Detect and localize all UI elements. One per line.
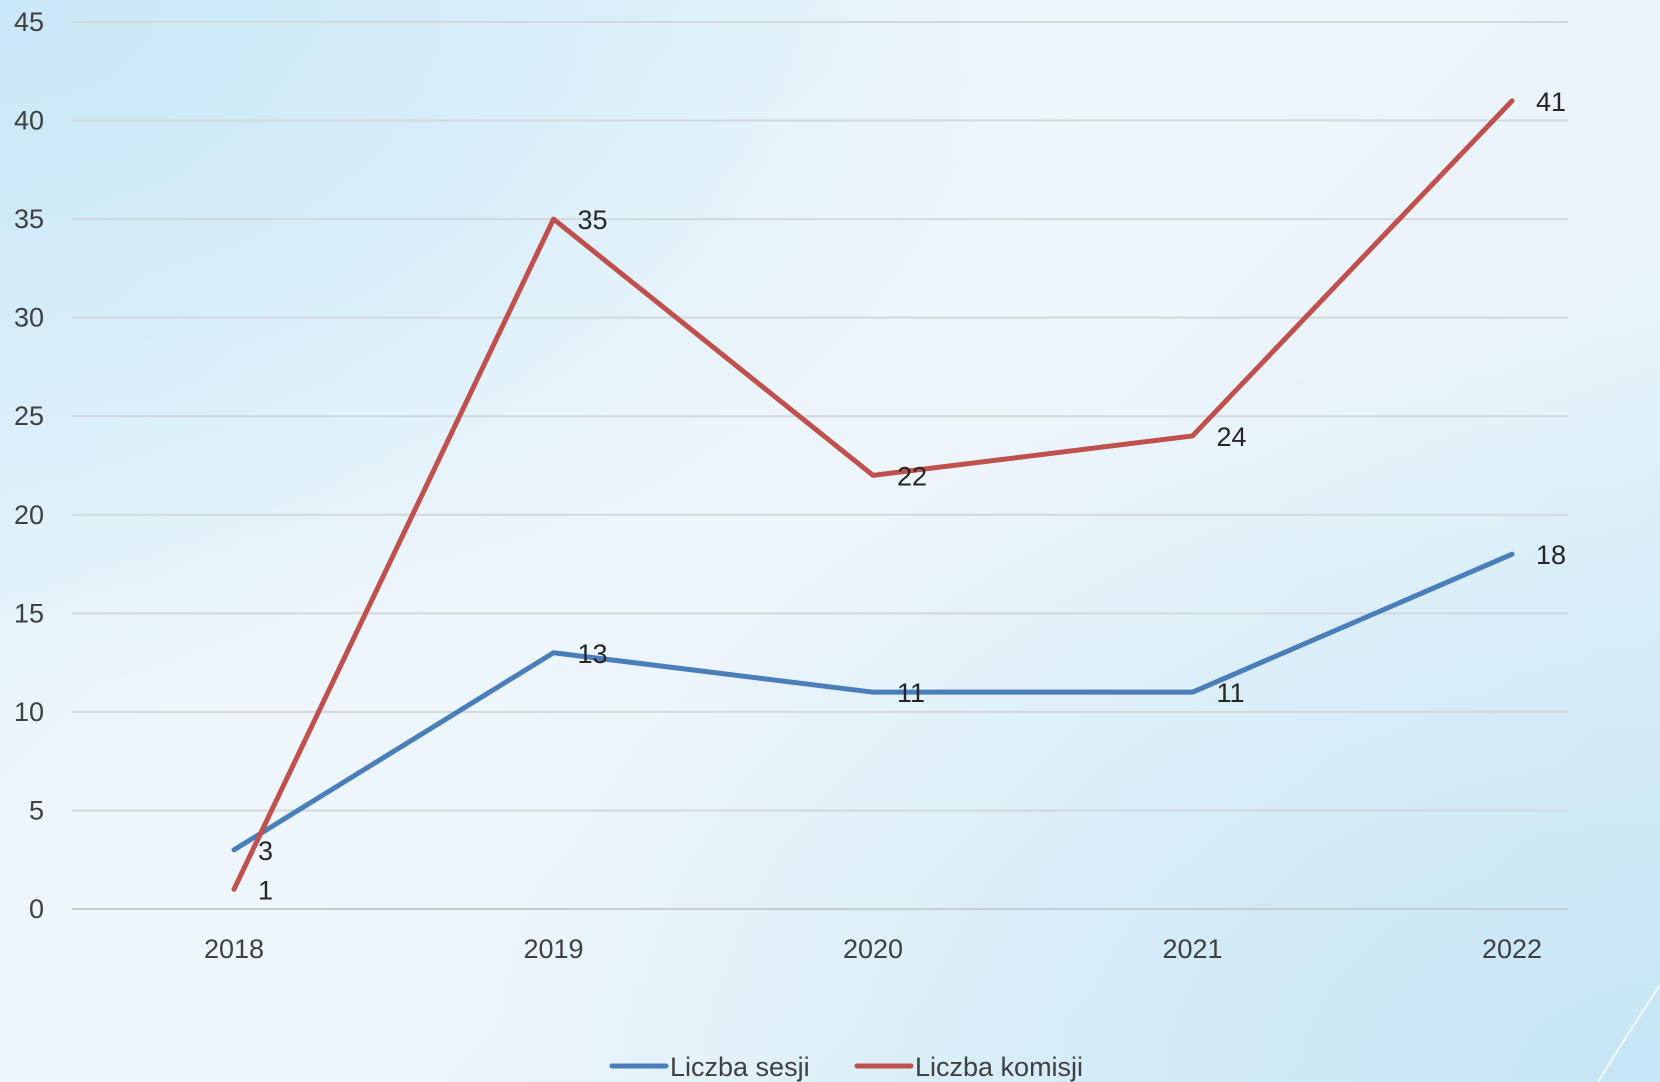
decorative-corner-curve [1597,984,1660,1082]
x-tick-label: 2020 [843,934,903,964]
x-tick-label: 2021 [1162,934,1222,964]
data-label: 22 [897,461,927,491]
y-axis-ticks: 0 5 10 15 20 25 30 35 40 45 [14,7,44,924]
data-label: 35 [578,205,608,235]
y-tick-label: 45 [14,7,44,37]
legend: Liczba sesji Liczba komisji [609,1052,1083,1082]
y-tick-label: 15 [14,598,44,628]
data-label: 1 [258,875,273,905]
y-tick-label: 35 [14,204,44,234]
x-tick-label: 2019 [523,934,583,964]
y-tick-label: 10 [14,697,44,727]
x-axis-ticks: 2018 2019 2020 2021 2022 [204,934,1542,964]
y-tick-label: 0 [29,894,44,924]
x-tick-label: 2022 [1482,934,1542,964]
data-label: 11 [897,678,925,708]
y-tick-label: 20 [14,500,44,530]
legend-label: Liczba komisji [915,1052,1083,1082]
data-label: 3 [258,836,273,866]
data-label: 24 [1217,422,1247,452]
data-label: 41 [1536,87,1566,117]
y-tick-label: 40 [14,106,44,136]
series-line [231,98,1515,892]
data-labels: 3 13 11 11 18 1 35 22 24 41 [258,87,1566,905]
y-tick-label: 5 [29,795,44,825]
data-label: 13 [578,639,608,669]
y-tick-label: 30 [14,303,44,333]
series-lines [231,98,1515,892]
data-label: 18 [1536,540,1566,570]
legend-label: Liczba sesji [670,1052,810,1082]
data-label: 11 [1217,678,1245,708]
series-line [231,551,1515,853]
x-tick-label: 2018 [204,934,264,964]
y-tick-label: 25 [14,401,44,431]
gridlines [72,21,1568,910]
